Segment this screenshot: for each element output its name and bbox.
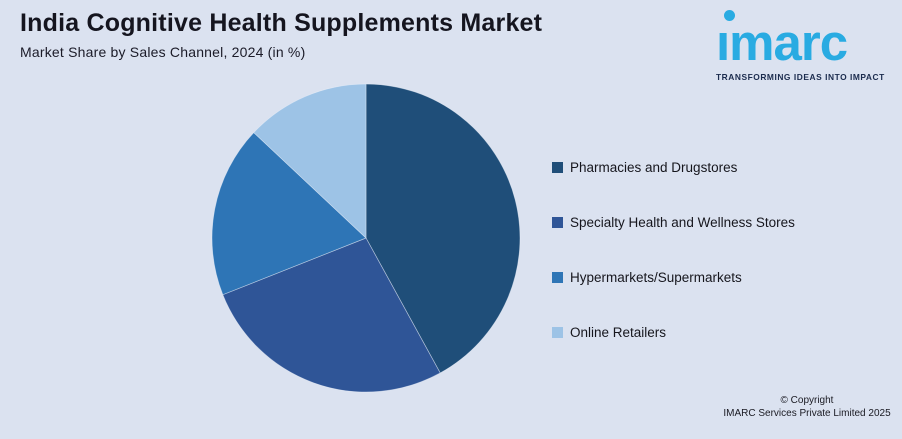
legend-item: Specialty Health and Wellness Stores: [552, 211, 795, 233]
imarc-logo: ımarc TRANSFORMING IDEAS INTO IMPACT: [716, 6, 896, 82]
pie-slice-specialty-health-and-wellness-stores: [222, 237, 441, 393]
pie-slice-pharmacies-and-drugstores: [365, 83, 521, 374]
legend-label: Specialty Health and Wellness Stores: [570, 214, 795, 230]
legend-swatch: [552, 326, 563, 338]
legend-item: Hypermarkets/Supermarkets: [552, 266, 795, 288]
chart-subtitle: Market Share by Sales Channel, 2024 (in …: [20, 44, 306, 60]
legend-swatch: [552, 271, 563, 283]
pie-slice-online-retailers: [253, 83, 367, 239]
imarc-logo-i-dot-icon: [724, 10, 735, 21]
legend-label: Pharmacies and Drugstores: [570, 159, 738, 175]
page-title: India Cognitive Health Supplements Marke…: [20, 9, 543, 37]
legend-item: Online Retailers: [552, 321, 795, 343]
legend-item: Pharmacies and Drugstores: [552, 156, 795, 178]
legend-label: Hypermarkets/Supermarkets: [570, 269, 742, 285]
copyright-line2: IMARC Services Private Limited 2025: [723, 408, 891, 419]
legend-swatch: [552, 161, 563, 173]
pie-chart: [211, 83, 521, 393]
legend-label: Online Retailers: [570, 324, 667, 340]
chart-legend: Pharmacies and Drugstores Specialty Heal…: [552, 156, 795, 376]
imarc-logo-tagline: TRANSFORMING IDEAS INTO IMPACT: [716, 72, 885, 82]
imarc-logo-wordmark: ımarc: [716, 14, 848, 71]
legend-swatch: [552, 216, 563, 228]
copyright-line1: © Copyright: [780, 395, 834, 406]
pie-slice-hypermarkets-supermarkets: [211, 132, 367, 296]
copyright-notice: © Copyright IMARC Services Private Limit…: [712, 394, 902, 420]
